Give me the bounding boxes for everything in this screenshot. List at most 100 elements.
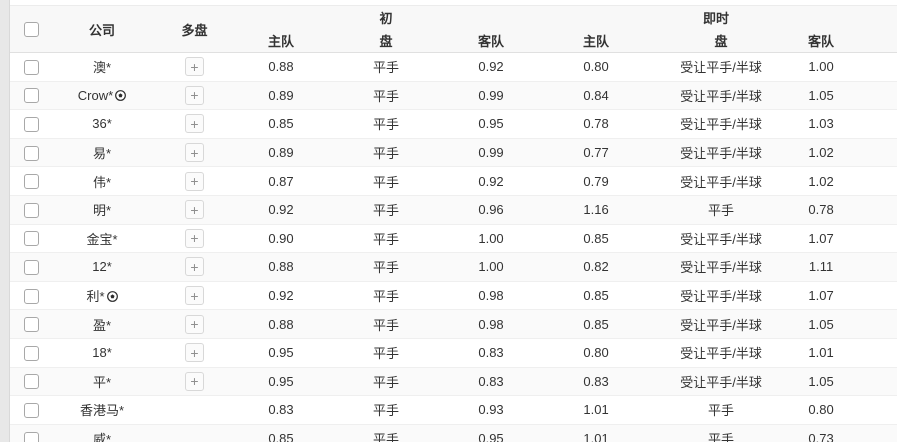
row-checkbox[interactable] — [23, 288, 39, 304]
odds-table-row: 利* + 0.92 平手 0.98 0.85 受让平手/半球 1.07 — [10, 281, 897, 311]
company-name: 36* — [92, 116, 112, 132]
odds-table-row: 18* + 0.95 平手 0.83 0.80 受让平手/半球 1.01 — [10, 338, 897, 368]
odds-table-row: 香港马* 0.83 平手 0.93 1.01 平手 0.80 — [10, 395, 897, 425]
plus-icon: + — [190, 287, 199, 304]
initial-away-header: 客队 — [478, 34, 505, 49]
live-handicap: 受让平手/半球 — [657, 309, 786, 339]
soccer-ball-icon — [115, 89, 127, 101]
row-checkbox[interactable] — [23, 117, 39, 133]
initial-handicap: 平手 — [325, 52, 447, 82]
row-checkbox[interactable] — [23, 59, 39, 75]
multi-odds-cell: + — [152, 224, 237, 254]
row-checkbox[interactable] — [23, 174, 39, 190]
live-handicap: 受让平手/半球 — [657, 109, 786, 139]
row-checkbox[interactable] — [23, 231, 39, 247]
live-home-odds: 0.85 — [535, 309, 658, 339]
company-name: 平* — [92, 374, 112, 390]
multi-odds-cell — [152, 424, 237, 442]
odds-table-row: Crow* + 0.89 平手 0.99 0.84 受让平手/半球 1.05 — [10, 81, 897, 111]
plus-icon: + — [190, 230, 199, 247]
row-checkbox[interactable] — [23, 88, 39, 104]
expand-multi-odds-button[interactable]: + — [185, 314, 204, 334]
expand-multi-odds-button[interactable]: + — [185, 57, 204, 77]
expand-multi-odds-button[interactable]: + — [185, 343, 204, 363]
plus-icon: + — [190, 58, 199, 75]
company-name: 威* — [92, 432, 112, 442]
live-handicap-header: 盘 — [714, 34, 728, 49]
live-away-odds: 1.03 — [785, 109, 897, 139]
company-cell: 盈* — [52, 309, 152, 339]
odds-table: 公司 多盘 初 即时 主队 盘 客队 主队 盘 客队 澳* + 0.88 平手 … — [10, 5, 897, 442]
odds-table-container: 公司 多盘 初 即时 主队 盘 客队 主队 盘 客队 澳* + 0.88 平手 … — [10, 0, 897, 442]
live-away-odds: 1.07 — [785, 281, 897, 311]
expand-multi-odds-button[interactable]: + — [185, 85, 204, 105]
initial-away-odds: 1.00 — [447, 224, 536, 254]
company-cell: 澳* — [52, 52, 152, 82]
odds-table-row: 伟* + 0.87 平手 0.92 0.79 受让平手/半球 1.02 — [10, 166, 897, 196]
row-checkbox[interactable] — [23, 317, 39, 333]
row-checkbox[interactable] — [23, 202, 39, 218]
row-checkbox[interactable] — [23, 374, 39, 390]
plus-icon: + — [190, 115, 199, 132]
odds-table-row: 易* + 0.89 平手 0.99 0.77 受让平手/半球 1.02 — [10, 138, 897, 168]
row-checkbox[interactable] — [23, 431, 39, 442]
initial-handicap: 平手 — [325, 166, 447, 196]
live-away-odds: 1.02 — [785, 138, 897, 168]
initial-away-odds: 0.96 — [447, 195, 536, 225]
company-name: 盈* — [92, 317, 112, 333]
company-cell: 伟* — [52, 166, 152, 196]
live-handicap: 受让平手/半球 — [657, 138, 786, 168]
row-checkbox[interactable] — [23, 402, 39, 418]
multi-odds-cell: + — [152, 367, 237, 397]
odds-table-body: 澳* + 0.88 平手 0.92 0.80 受让平手/半球 1.00 Crow… — [10, 52, 897, 442]
live-home-odds: 0.84 — [535, 81, 658, 111]
company-name: 利* — [86, 289, 105, 305]
row-checkbox[interactable] — [23, 259, 39, 275]
company-name: Crow* — [77, 87, 114, 103]
initial-away-odds: 0.98 — [447, 281, 536, 311]
plus-icon: + — [190, 316, 199, 333]
odds-table-header: 公司 多盘 初 即时 主队 盘 客队 主队 盘 客队 — [10, 5, 897, 53]
company-name: 金宝* — [86, 231, 118, 247]
initial-handicap: 平手 — [325, 395, 447, 425]
expand-multi-odds-button[interactable]: + — [185, 257, 204, 277]
initial-home-header: 主队 — [267, 34, 294, 49]
row-checkbox[interactable] — [23, 345, 39, 361]
initial-home-odds: 0.85 — [237, 424, 325, 442]
live-handicap: 平手 — [657, 424, 786, 442]
odds-table-row: 平* + 0.95 平手 0.83 0.83 受让平手/半球 1.05 — [10, 367, 897, 397]
expand-multi-odds-button[interactable]: + — [185, 114, 204, 134]
live-away-odds: 1.05 — [785, 81, 897, 111]
company-cell: 明* — [52, 195, 152, 225]
plus-icon: + — [190, 87, 199, 104]
live-handicap: 受让平手/半球 — [657, 281, 786, 311]
select-all-checkbox[interactable] — [23, 22, 39, 38]
multi-odds-cell: + — [152, 81, 237, 111]
company-name: 18* — [92, 345, 112, 361]
expand-multi-odds-button[interactable]: + — [185, 286, 204, 306]
row-checkbox-cell — [10, 166, 52, 196]
live-handicap: 受让平手/半球 — [657, 81, 786, 111]
initial-away-odds: 0.99 — [447, 138, 536, 168]
company-column-header: 公司 — [88, 22, 115, 38]
initial-handicap: 平手 — [325, 338, 447, 368]
expand-multi-odds-button[interactable]: + — [185, 228, 204, 248]
initial-handicap: 平手 — [325, 281, 447, 311]
expand-multi-odds-button[interactable]: + — [185, 371, 204, 391]
row-checkbox[interactable] — [23, 145, 39, 161]
row-checkbox-cell — [10, 224, 52, 254]
live-away-odds: 0.78 — [785, 195, 897, 225]
row-checkbox-cell — [10, 338, 52, 368]
live-home-odds: 1.01 — [535, 424, 658, 442]
initial-away-odds: 0.95 — [447, 109, 536, 139]
expand-multi-odds-button[interactable]: + — [185, 171, 204, 191]
odds-table-row: 明* + 0.92 平手 0.96 1.16 平手 0.78 — [10, 195, 897, 225]
multi-odds-cell: + — [152, 52, 237, 82]
expand-multi-odds-button[interactable]: + — [185, 143, 204, 163]
expand-multi-odds-button[interactable]: + — [185, 200, 204, 220]
live-handicap: 受让平手/半球 — [657, 166, 786, 196]
live-home-odds: 0.83 — [535, 367, 658, 397]
initial-odds-group-header: 初 — [379, 11, 393, 26]
soccer-ball-icon — [106, 291, 118, 302]
